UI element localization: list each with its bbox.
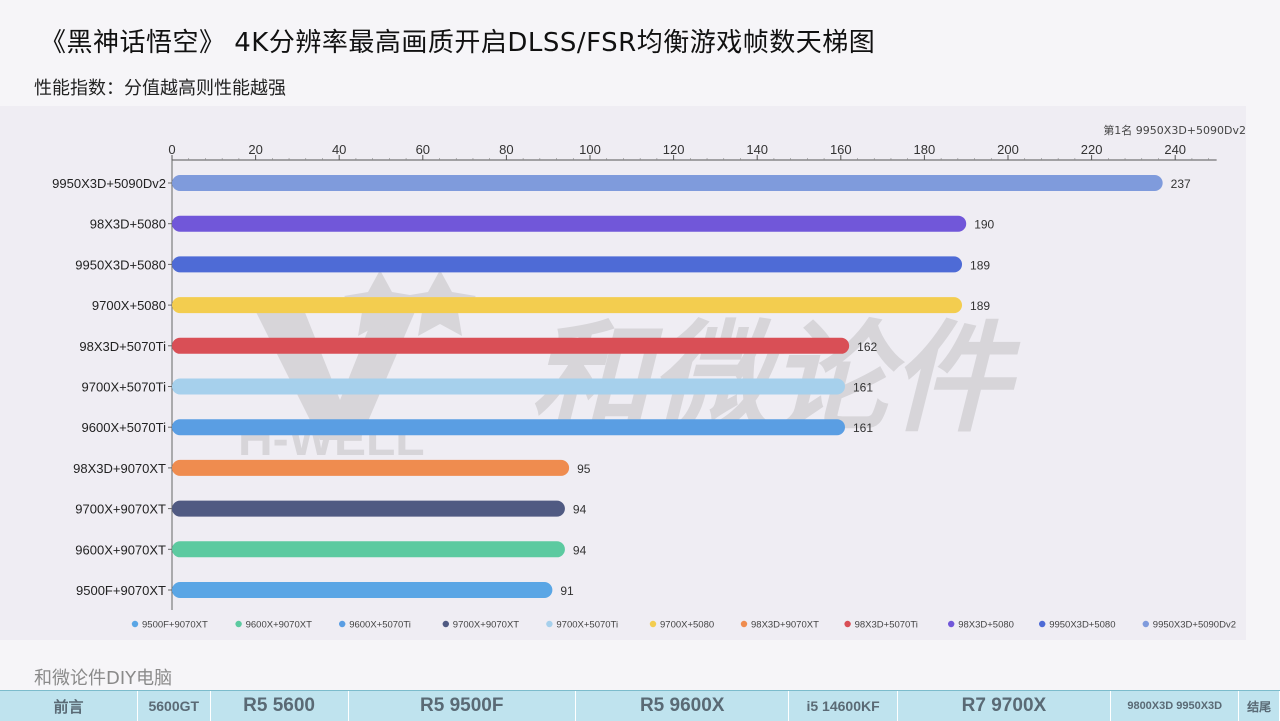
legend-swatch — [649, 620, 657, 628]
legend-label: 98X3D+5080 — [958, 620, 1014, 631]
data-label: 94 — [573, 543, 587, 557]
legend-swatch — [131, 620, 139, 628]
x-tick-label: 220 — [1081, 142, 1103, 157]
legend-label: 9700X+5070Ti — [556, 620, 618, 631]
x-tick-label: 20 — [248, 142, 262, 157]
nav-item[interactable]: 结尾 — [1239, 691, 1280, 721]
x-tick-label: 240 — [1164, 142, 1186, 157]
data-label: 94 — [573, 503, 587, 517]
x-tick-label: 160 — [830, 142, 852, 157]
legend-label: 98X3D+9070XT — [751, 620, 819, 631]
bar — [172, 337, 850, 354]
page-title: 《黑神话悟空》 4K分辨率最高画质开启DLSS/FSR均衡游戏帧数天梯图 — [40, 28, 876, 58]
legend-label: 9700X+5080 — [660, 620, 714, 631]
legend-label: 9700X+9070XT — [453, 620, 519, 631]
x-tick-label: 80 — [499, 142, 513, 157]
legend-swatch — [1039, 620, 1046, 628]
category-label: 9700X+5080 — [92, 298, 166, 313]
data-label: 189 — [970, 299, 990, 313]
legend-swatch — [1142, 620, 1150, 628]
legend-swatch — [844, 620, 851, 628]
x-tick-label: 140 — [746, 142, 768, 157]
category-label: 98X3D+9070XT — [73, 461, 166, 476]
legend-label: 9600X+9070XT — [246, 620, 312, 631]
data-label: 190 — [974, 218, 994, 232]
category-label: 98X3D+5080 — [90, 217, 166, 232]
nav-item[interactable]: R7 9700X — [898, 691, 1112, 721]
legend-label: 9500F+9070XT — [142, 620, 208, 631]
legend-swatch — [235, 620, 242, 628]
bar — [172, 500, 565, 517]
category-label: 9700X+5070Ti — [82, 380, 167, 395]
brand-label: 和微论件DIY电脑 — [34, 668, 173, 689]
data-label: 162 — [857, 340, 877, 354]
x-tick-label: 120 — [663, 142, 685, 157]
legend-swatch — [442, 620, 449, 628]
category-label: 98X3D+5070Ti — [79, 339, 166, 354]
bar — [172, 419, 845, 436]
data-label: 161 — [853, 381, 873, 395]
top-rank-note: 第1名 9950X3D+5090Dv2 — [1103, 124, 1246, 137]
chapter-nav-bar: 前言 5600GT R5 5600 R5 9500F R5 9600X i5 14600K… — [0, 690, 1280, 721]
legend-swatch — [339, 620, 346, 628]
data-label: 161 — [853, 421, 873, 435]
category-label: 9950X3D+5080 — [75, 257, 166, 272]
bar — [172, 378, 845, 395]
legend-label: 9950X3D+5080 — [1049, 620, 1115, 631]
category-label: 9600X+9070XT — [75, 542, 166, 557]
nav-item[interactable]: R5 9600X — [576, 691, 790, 721]
legend-swatch — [546, 620, 553, 628]
x-tick-label: 40 — [332, 142, 346, 157]
data-label: 237 — [1171, 177, 1191, 191]
category-label: 9950X3D+5090Dv2 — [52, 176, 166, 191]
data-label: 91 — [560, 584, 574, 598]
x-tick-label: 200 — [997, 142, 1019, 157]
nav-item[interactable]: 9800X3D 9950X3D — [1111, 691, 1240, 721]
nav-item[interactable]: R5 9500F — [349, 691, 576, 721]
page-subtitle: 性能指数：分值越高则性能越强 — [34, 78, 286, 99]
bar — [172, 215, 967, 232]
data-label: 95 — [577, 462, 591, 476]
legend-label: 98X3D+5070Ti — [855, 620, 918, 631]
x-tick-label: 60 — [416, 142, 430, 157]
x-tick-label: 0 — [168, 142, 175, 157]
x-tick-label: 100 — [579, 142, 601, 157]
nav-item[interactable]: 5600GT — [138, 691, 211, 721]
x-tick-label: 180 — [914, 142, 936, 157]
bar — [172, 297, 963, 314]
legend-swatch — [740, 620, 748, 628]
nav-item[interactable]: i5 14600KF — [789, 691, 898, 721]
legend-label: 9600X+5070Ti — [349, 620, 411, 631]
data-label: 189 — [970, 258, 990, 272]
category-label: 9600X+5070Ti — [82, 420, 167, 435]
bar — [172, 256, 963, 273]
bar — [172, 459, 570, 476]
category-label: 9700X+9070XT — [75, 502, 166, 517]
legend-swatch — [948, 620, 955, 628]
bar — [172, 175, 1163, 191]
bar — [172, 541, 565, 558]
legend-label: 9950X3D+5090Dv2 — [1153, 620, 1236, 631]
nav-item[interactable]: 前言 — [0, 691, 139, 721]
nav-item[interactable]: R5 5600 — [211, 691, 349, 721]
bar — [172, 582, 553, 598]
category-label: 9500F+9070XT — [76, 583, 166, 598]
